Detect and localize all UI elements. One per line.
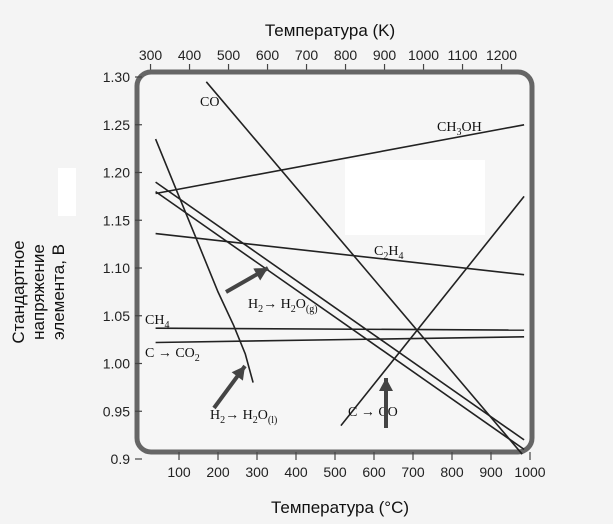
x-bottom-tick-label: 300 <box>245 464 269 480</box>
y-tick-label: 0.95 <box>103 403 130 419</box>
y-tick-label: 1.00 <box>103 356 130 372</box>
series-line-7 <box>154 138 254 383</box>
series-line-6 <box>340 195 525 427</box>
white-patch-left <box>58 168 76 216</box>
x-top-tick-label: 1200 <box>486 47 517 63</box>
x-top-tick-label: 400 <box>178 47 202 63</box>
white-patch <box>345 160 485 235</box>
y-tick-label: 1.25 <box>103 117 130 133</box>
y-axis-title-line: элемента, В <box>49 244 68 340</box>
y-tick-label: 1.30 <box>103 69 130 85</box>
y-axis-title-line: напряжение <box>29 244 48 340</box>
series-label-4: CH4 <box>145 313 169 331</box>
arrow-head-icon <box>379 378 393 391</box>
y-tick-label: 1.05 <box>103 308 130 324</box>
x-top-tick-label: 1000 <box>408 47 439 63</box>
series-line-2 <box>155 232 525 276</box>
x-bottom-tick-label: 400 <box>284 464 308 480</box>
y-tick-label: 1.10 <box>103 260 130 276</box>
series-line-3 <box>155 181 525 441</box>
x-top-axis-title: Температура (K) <box>265 21 395 40</box>
series-label-1: CH3OH <box>437 120 482 138</box>
series-line-4 <box>155 327 525 331</box>
y-tick-label: 0.9 <box>111 451 131 467</box>
series-label-5: C → CO2 <box>145 346 200 364</box>
series-label-6: C → CO <box>348 405 398 420</box>
series-line-8 <box>155 190 525 451</box>
series-line-1 <box>155 124 525 195</box>
x-bottom-tick-label: 100 <box>167 464 191 480</box>
x-bottom-axis-title: Температура (°C) <box>271 498 409 517</box>
series-line-0 <box>205 81 523 455</box>
y-tick-label: 1.20 <box>103 165 130 181</box>
arrow-head-icon <box>253 268 268 281</box>
series-line-5 <box>155 336 525 344</box>
series-label-2: C2H4 <box>374 244 403 262</box>
x-top-tick-label: 300 <box>139 47 163 63</box>
x-bottom-tick-label: 800 <box>440 464 464 480</box>
x-bottom-tick-label: 900 <box>479 464 503 480</box>
arrow-head-icon <box>231 366 245 381</box>
series-label-0: CO <box>200 95 219 110</box>
series-label-3: H2→ H2O(g) <box>248 297 318 315</box>
series-label-7: H2→ H2O(l) <box>210 408 277 426</box>
x-bottom-tick-label: 700 <box>401 464 425 480</box>
x-top-tick-label: 500 <box>217 47 241 63</box>
x-bottom-tick-label: 200 <box>206 464 230 480</box>
x-bottom-tick-label: 600 <box>362 464 386 480</box>
x-top-tick-label: 1100 <box>447 47 477 63</box>
x-top-tick-label: 900 <box>373 47 397 63</box>
x-top-tick-label: 600 <box>256 47 280 63</box>
x-top-tick-label: 700 <box>295 47 319 63</box>
y-axis-title-line: Стандартное <box>9 240 28 343</box>
y-tick-label: 1.15 <box>103 212 130 228</box>
x-bottom-tick-label: 1000 <box>514 464 545 480</box>
x-top-tick-label: 800 <box>334 47 358 63</box>
x-bottom-tick-label: 500 <box>323 464 347 480</box>
